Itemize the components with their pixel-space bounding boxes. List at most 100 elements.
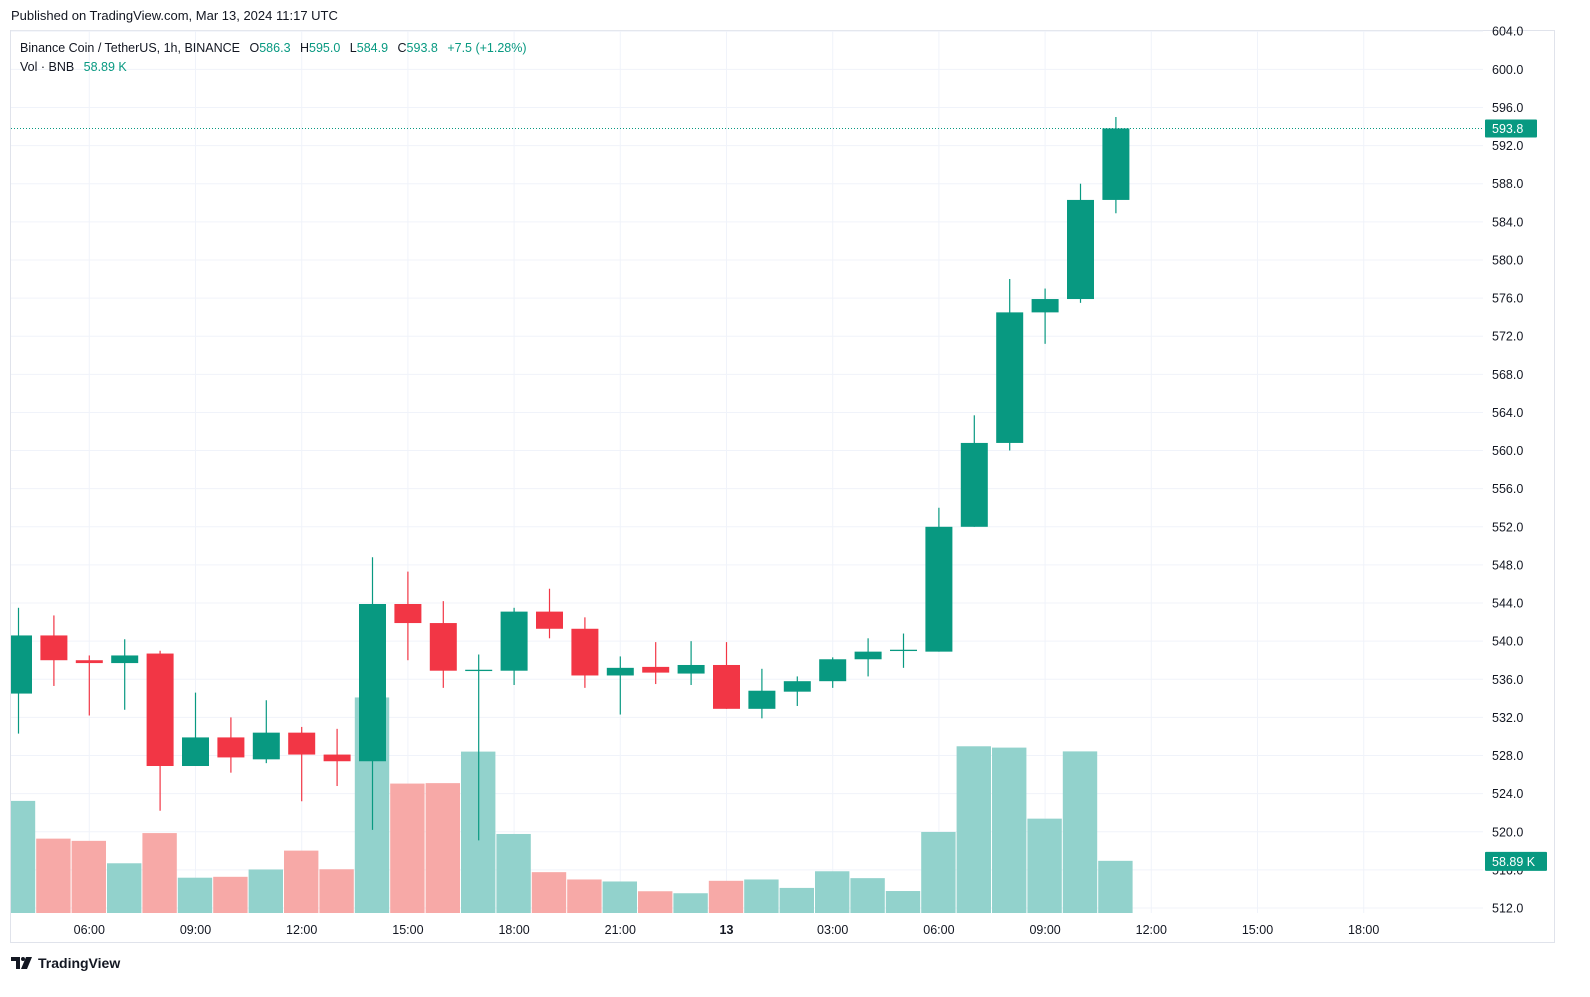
candle-body — [111, 655, 139, 664]
candle — [11, 607, 32, 734]
candle-body — [1067, 199, 1094, 300]
volume-bar — [921, 831, 956, 913]
candle — [854, 638, 882, 677]
candle — [1031, 288, 1059, 344]
candle-body — [606, 667, 634, 676]
candle — [394, 571, 422, 661]
y-tick-label: 584.0 — [1492, 215, 1523, 229]
volume-bar — [1062, 751, 1098, 913]
y-tick-label: 580.0 — [1492, 253, 1523, 267]
candle-body — [1031, 299, 1059, 313]
last-price-tag — [1485, 119, 1537, 138]
symbol-title[interactable]: Binance Coin / TetherUS, 1h, BINANCE — [20, 41, 241, 55]
candle-body — [359, 603, 386, 762]
volume-bar — [142, 833, 177, 913]
candle-body — [182, 737, 209, 767]
volume-value: 58.89 K — [83, 60, 127, 74]
last-price-label: 593.8 — [1485, 119, 1537, 138]
candle — [713, 642, 740, 709]
candle — [571, 617, 599, 688]
y-tick-label: 604.0 — [1492, 25, 1523, 39]
x-tick-label: 06:00 — [923, 923, 954, 937]
chart-legend: Binance Coin / TetherUS, 1h, BINANCE O58… — [20, 39, 527, 77]
tradingview-logo[interactable]: TradingView — [11, 955, 120, 971]
y-tick-label: 512.0 — [1492, 902, 1523, 916]
candle-body — [925, 526, 953, 652]
volume-bar — [177, 877, 213, 913]
volume-bar — [779, 887, 814, 913]
candle — [182, 692, 209, 767]
candle — [783, 676, 811, 706]
x-tick-label: 13 — [720, 923, 734, 937]
x-tick-label: 06:00 — [74, 923, 105, 937]
candle — [960, 415, 988, 527]
y-tick-label: 572.0 — [1492, 330, 1523, 344]
price-axis: 512.0516.0520.0524.0528.0532.0536.0540.0… — [1492, 25, 1523, 916]
volume-bar — [708, 880, 744, 913]
time-axis: 06:00 09:00 12:00 15:00 18:00 21:00 13 03:00 06:… — [74, 923, 1380, 937]
y-tick-label: 564.0 — [1492, 406, 1523, 420]
candle-body — [11, 635, 32, 694]
y-tick-label: 600.0 — [1492, 63, 1523, 77]
volume-bar — [815, 871, 850, 913]
x-tick-label: 15:00 — [392, 923, 423, 937]
candle — [217, 717, 245, 773]
last-price-tag-text: 593.8 — [1492, 122, 1523, 136]
volume-row: Vol · BNB 58.89 K — [20, 58, 527, 77]
tradingview-brand-text: TradingView — [38, 955, 121, 971]
volume-bar — [1027, 818, 1062, 913]
volume-bar — [567, 879, 602, 913]
candles — [11, 117, 1130, 841]
candle-body — [890, 649, 917, 652]
ohlc-row: Binance Coin / TetherUS, 1h, BINANCE O58… — [20, 39, 527, 58]
candle — [429, 601, 457, 688]
volume-bar — [425, 783, 460, 913]
candle — [606, 656, 634, 715]
volume-bar — [992, 747, 1027, 913]
candle-body — [748, 690, 776, 709]
volume-bar — [390, 783, 425, 913]
volume-label[interactable]: Vol · BNB — [20, 60, 75, 74]
candle — [359, 557, 386, 830]
y-tick-label: 540.0 — [1492, 635, 1523, 649]
close-value: 593.8 — [406, 41, 438, 55]
candle-body — [500, 611, 528, 671]
tradingview-logo-icon — [11, 957, 32, 969]
candle — [677, 641, 705, 685]
volume-bar — [284, 850, 319, 913]
volume-bar — [71, 840, 106, 913]
y-tick-label: 532.0 — [1492, 711, 1523, 725]
x-tick-label: 12:00 — [286, 923, 317, 937]
last-volume-tag — [1485, 851, 1547, 871]
volume-bar — [213, 876, 248, 913]
x-tick-label: 03:00 — [817, 923, 848, 937]
last-volume-label: 58.89 K — [1485, 851, 1547, 871]
candle — [252, 700, 280, 764]
high-value: 595.0 — [309, 41, 341, 55]
chart-frame[interactable] — [10, 30, 1555, 943]
candle-body — [854, 651, 882, 660]
low-label: L — [349, 41, 357, 55]
candle-body — [146, 653, 174, 767]
chart-grid — [11, 30, 1483, 913]
candle — [748, 668, 776, 719]
candle-body — [252, 732, 280, 760]
y-tick-label: 552.0 — [1492, 520, 1523, 534]
volume-bar — [956, 746, 991, 913]
volume-bar — [531, 872, 567, 913]
y-tick-label: 524.0 — [1492, 787, 1523, 801]
volume-bar — [744, 879, 779, 913]
x-tick-label: 09:00 — [180, 923, 211, 937]
x-tick-label: 18:00 — [1348, 923, 1379, 937]
volume-bar — [107, 863, 142, 913]
candle — [146, 650, 174, 811]
close-label: C — [397, 41, 407, 55]
volume-bar — [602, 881, 637, 913]
candle — [288, 726, 316, 802]
x-tick-label: 09:00 — [1029, 923, 1060, 937]
volume-bar — [1098, 860, 1133, 913]
candle — [1102, 117, 1130, 214]
candle — [111, 639, 139, 710]
candle-body — [819, 659, 847, 682]
